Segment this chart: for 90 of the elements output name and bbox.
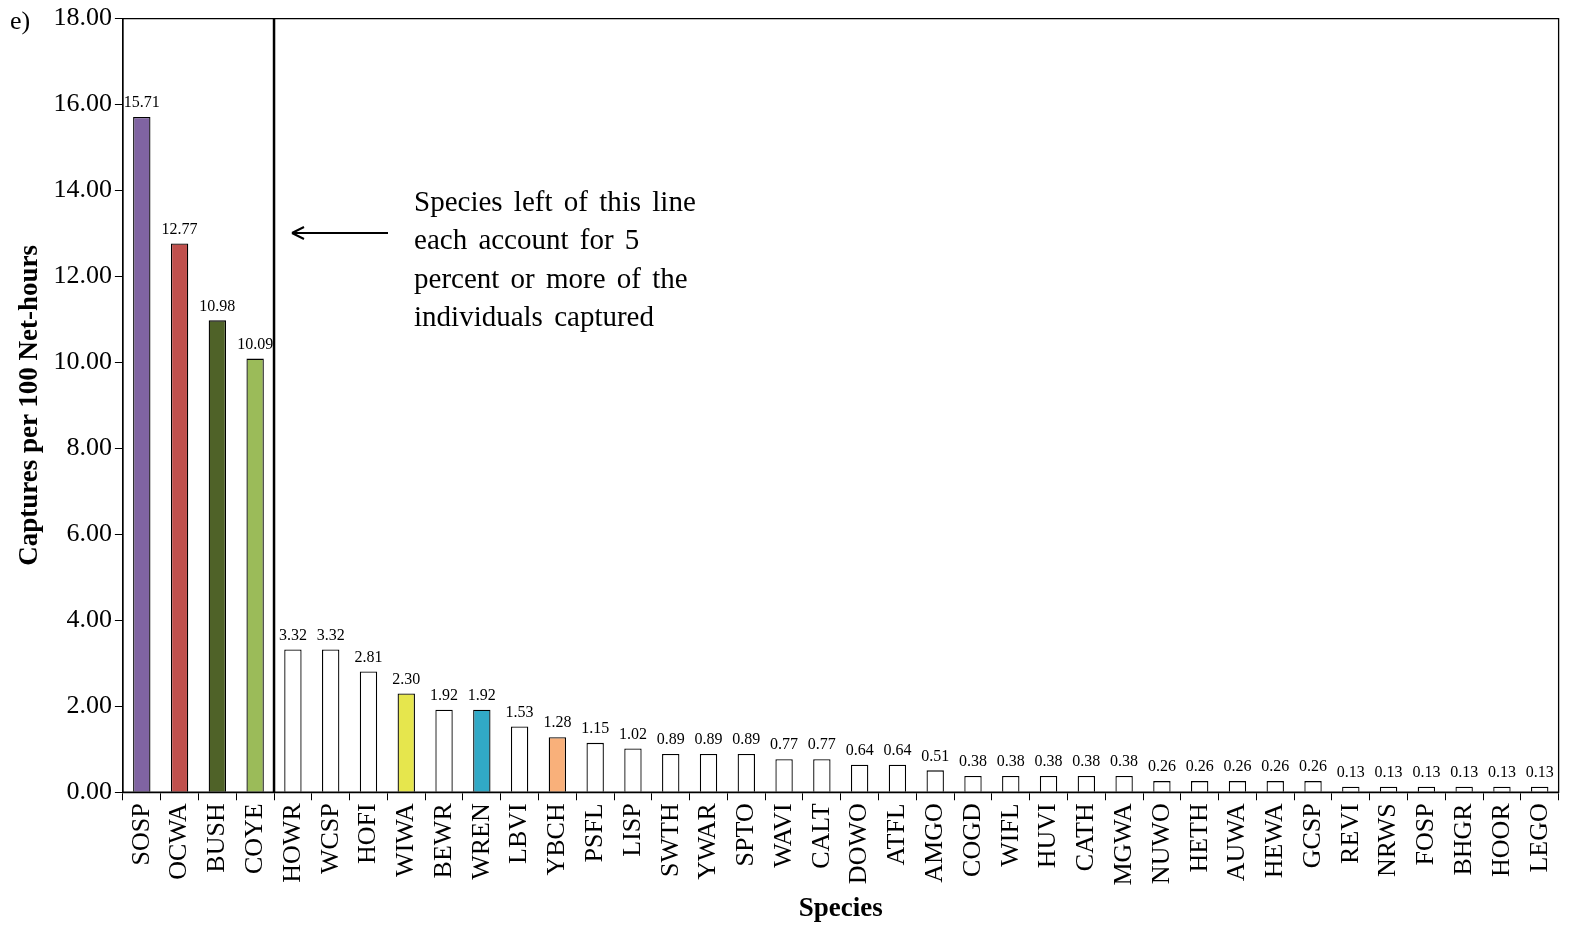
data-label: 0.38 [996, 752, 1025, 770]
y-tick-label: 2.00 [66, 690, 112, 720]
x-tick-label: WIWA [390, 803, 420, 877]
x-tick-label: HOWR [276, 802, 306, 883]
y-tick-label: 18.00 [53, 2, 112, 32]
x-tick-label: COGD [956, 803, 986, 877]
x-tick-label: LISP [616, 803, 646, 857]
y-tick-label: 14.00 [53, 174, 112, 204]
x-tick-label: BHGR [1447, 802, 1477, 876]
data-label: 0.77 [770, 735, 799, 753]
data-label: 0.26 [1299, 757, 1328, 775]
data-label: 0.77 [807, 735, 836, 753]
data-label: 0.13 [1412, 762, 1441, 780]
data-label: 0.51 [921, 746, 950, 764]
x-tick-label: SOSP [125, 803, 155, 866]
x-tick-label: CATH [1070, 803, 1100, 872]
data-label: 0.26 [1185, 757, 1214, 775]
x-tick-label: YBCH [541, 803, 571, 876]
data-label: 0.64 [883, 740, 912, 758]
data-label: 0.13 [1336, 762, 1365, 780]
x-tick-label: COYE [238, 803, 268, 875]
data-label: 0.26 [1147, 757, 1176, 775]
x-tick-label: BEWR [427, 802, 457, 879]
text: e) [10, 5, 31, 37]
data-label: 0.89 [694, 730, 723, 748]
data-label: 10.09 [237, 334, 274, 352]
x-tick-label: HUVI [1032, 803, 1062, 869]
data-label: 3.32 [316, 625, 345, 643]
x-tick-label: DOWO [843, 803, 873, 885]
data-label: 0.38 [958, 752, 987, 770]
data-label: 12.77 [161, 219, 198, 237]
data-label: 2.81 [354, 647, 383, 665]
data-label: 0.13 [1450, 762, 1479, 780]
x-tick-label: BUSH [201, 803, 231, 873]
data-label: 0.89 [732, 730, 761, 748]
x-tick-label: CALT [805, 803, 835, 869]
x-tick-label: WREN [465, 803, 495, 880]
x-tick-label: GCSP [1296, 803, 1326, 869]
data-label: 1.92 [467, 685, 496, 703]
data-label: 2.30 [392, 669, 421, 687]
data-label: 0.89 [656, 730, 685, 748]
y-tick-label: 8.00 [66, 432, 112, 462]
x-tick-label: LBVI [503, 803, 533, 864]
x-tick-label: NRWS [1372, 803, 1402, 877]
data-label: 0.64 [845, 740, 874, 758]
data-label: 0.38 [1034, 752, 1063, 770]
data-label: 1.15 [581, 719, 610, 737]
x-tick-label: PSFL [579, 803, 608, 863]
data-label: 1.02 [618, 724, 647, 742]
data-label: 0.13 [1525, 762, 1554, 780]
annotation: Species left of this line each account for 5 percent or more of the individuals captured [414, 183, 697, 335]
x-tick-label: HOOR [1485, 802, 1515, 877]
y-tick-label: 12.00 [53, 260, 112, 290]
y-tick-label: 10.00 [53, 346, 112, 376]
x-tick-label: LEGO [1523, 803, 1553, 873]
x-axis-title: Species [798, 891, 883, 922]
data-label: 0.38 [1072, 752, 1101, 770]
x-tick-label: YWAR [692, 802, 722, 880]
x-tick-label: AMGO [919, 803, 949, 883]
x-tick-label: SPTO [730, 803, 760, 867]
data-label: 1.92 [430, 685, 459, 703]
x-tick-label: WAVI [767, 803, 797, 868]
x-tick-label: FOSP [1410, 803, 1440, 866]
data-label: 0.38 [1110, 752, 1139, 770]
x-tick-label: OCWA [163, 803, 193, 880]
x-tick-label: HEWA [1259, 803, 1289, 879]
data-label: 10.98 [199, 296, 236, 314]
x-tick-label: REVI [1334, 803, 1364, 864]
data-label: 15.71 [123, 93, 160, 111]
data-label: 0.26 [1261, 757, 1290, 775]
y-tick-label: 4.00 [66, 604, 112, 634]
x-tick-label: WCSP [314, 803, 344, 875]
x-tick-label: SWTH [654, 803, 684, 877]
x-tick-label: HETH [1183, 803, 1213, 873]
x-tick-label: WIFL [994, 803, 1024, 867]
x-tick-label: HOFI [352, 803, 382, 864]
data-label: 0.13 [1374, 762, 1403, 780]
y-tick-label: 6.00 [66, 518, 112, 548]
y-tick-label: 0.00 [66, 776, 112, 806]
data-label: 1.28 [543, 713, 572, 731]
data-label: 0.13 [1487, 762, 1516, 780]
y-tick-label: 16.00 [53, 88, 112, 118]
x-tick-label: NUWO [1145, 803, 1175, 885]
x-tick-label: AUWA [1221, 803, 1251, 882]
y-axis-title: Captures per 100 Net-hours [13, 245, 44, 566]
data-label: 1.53 [505, 702, 534, 720]
data-label: 3.32 [278, 625, 307, 643]
x-tick-label: MGWA [1107, 803, 1137, 886]
data-label: 0.26 [1223, 757, 1252, 775]
x-tick-label: ATFL [881, 803, 911, 866]
